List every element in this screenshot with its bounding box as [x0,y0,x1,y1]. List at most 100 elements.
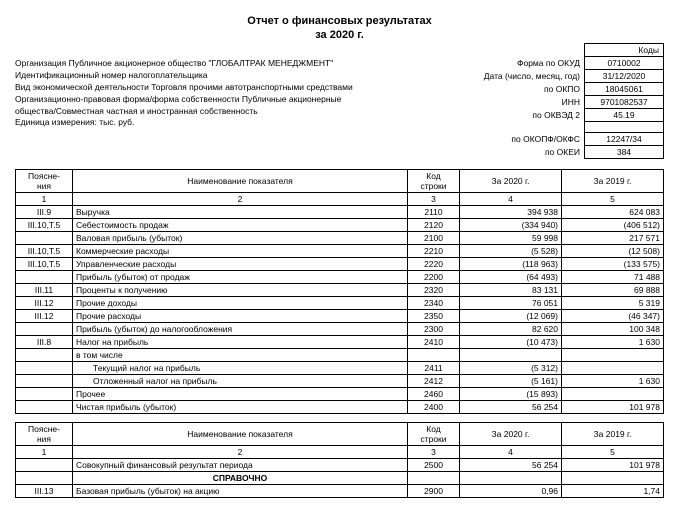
cell-2019: (406 512) [562,219,664,232]
cell-name: в том числе [73,349,408,362]
th-2020: За 2020 г. [460,170,562,193]
cell-2019: 101 978 [562,459,664,472]
table-row: III.8Налог на прибыль2410(10 473)1 630 [16,336,664,349]
cell-2020: (334 940) [460,219,562,232]
colnum-2: 2 [73,193,408,206]
th-expl: Поясне- ния [16,170,73,193]
okpo-label: по ОКПО [480,83,585,96]
cell-name: Прочее [73,388,408,401]
colnum2-3: 3 [408,446,460,459]
cell-name: Совокупный финансовый результат периода [73,459,408,472]
cell-2019: 624 083 [562,206,664,219]
colnum-1: 1 [16,193,73,206]
cell-expl: III.12 [16,297,73,310]
colnum2-1: 1 [16,446,73,459]
table-row: в том числе [16,349,664,362]
table-row: Текущий налог на прибыль2411(5 312) [16,362,664,375]
cell-2020 [460,349,562,362]
date-value: 31/12/2020 [585,70,664,83]
cell-code: 2411 [408,362,460,375]
cell-expl [16,375,73,388]
cell-2020: 56 254 [460,401,562,414]
cell-2019: 71 488 [562,271,664,284]
th2-expl: Поясне- ния [16,423,73,446]
form-line1: Организационно-правовая форма/форма собс… [15,94,480,106]
okud-value: 0710002 [585,57,664,70]
cell-name: Проценты к получению [73,284,408,297]
cell-2020: (5 312) [460,362,562,375]
cell-expl [16,401,73,414]
cell-2020: (64 493) [460,271,562,284]
codes-header: Коды [585,44,664,57]
cell-name: Управленческие расходы [73,258,408,271]
table-row: СПРАВОЧНО [16,472,664,485]
th-code: Код строки [408,170,460,193]
cell-expl [16,232,73,245]
inn-line: Идентификационный номер налогоплательщик… [15,70,480,82]
cell-name: Прибыль (убыток) до налогообложения [73,323,408,336]
header-section: Организация Публичное акционерное общест… [15,43,664,159]
colnum2-2: 2 [73,446,408,459]
colnum-3: 3 [408,193,460,206]
cell-2020: (10 473) [460,336,562,349]
table-row: III.10,T.5Себестоимость продаж2120(334 9… [16,219,664,232]
cell-2020 [460,472,562,485]
cell-2019: 217 571 [562,232,664,245]
cell-2019: 1,74 [562,485,664,498]
cell-name: Прочие расходы [73,310,408,323]
okved-value: 45.19 [585,109,664,122]
cell-expl: III.9 [16,206,73,219]
cell-name: Себестоимость продаж [73,219,408,232]
cell-name: Текущий налог на прибыль [73,362,408,375]
cell-name: Базовая прибыль (убыток) на акцию [73,485,408,498]
cell-expl [16,472,73,485]
th2-2019: За 2019 г. [562,423,664,446]
cell-code: 2200 [408,271,460,284]
cell-expl [16,459,73,472]
cell-code: 2460 [408,388,460,401]
cell-code [408,349,460,362]
cell-2020: (5 161) [460,375,562,388]
okopf-value: 12247/34 [585,133,664,146]
cell-name: Валовая прибыль (убыток) [73,232,408,245]
cell-code: 2500 [408,459,460,472]
cell-code: 2350 [408,310,460,323]
date-label: Дата (число, месяц, год) [480,70,585,83]
cell-name: СПРАВОЧНО [73,472,408,485]
report-title-2: за 2020 г. [15,29,664,41]
cell-name: Отложенный налог на прибыль [73,375,408,388]
cell-2019: 5 319 [562,297,664,310]
cell-2019: 1 630 [562,375,664,388]
cell-2019: 101 978 [562,401,664,414]
cell-expl [16,271,73,284]
cell-expl [16,323,73,336]
colnum-5: 5 [562,193,664,206]
cell-2019: 100 348 [562,323,664,336]
okei-label: по ОКЕИ [480,146,585,159]
main-table-1: Поясне- ния Наименование показателя Код … [15,169,664,414]
cell-code: 2110 [408,206,460,219]
inn-code-label: ИНН [480,96,585,109]
table-row: Чистая прибыль (убыток)240056 254101 978 [16,401,664,414]
cell-code: 2320 [408,284,460,297]
cell-2019: 1 630 [562,336,664,349]
cell-2020: 82 620 [460,323,562,336]
codes-block: Коды Форма по ОКУД0710002 Дата (число, м… [480,43,664,159]
table-row: III.10,T.5Коммерческие расходы2210(5 528… [16,245,664,258]
cell-expl: III.10,T.5 [16,258,73,271]
cell-2020: (15 893) [460,388,562,401]
colnum-4: 4 [460,193,562,206]
cell-code: 2120 [408,219,460,232]
cell-expl: III.10,T.5 [16,219,73,232]
okved-label: по ОКВЭД 2 [480,109,585,122]
cell-2019: (12 508) [562,245,664,258]
table-row: Совокупный финансовый результат периода2… [16,459,664,472]
th-name: Наименование показателя [73,170,408,193]
cell-2019 [562,388,664,401]
cell-code: 2412 [408,375,460,388]
table-row: III.12Прочие расходы2350(12 069)(46 347) [16,310,664,323]
cell-code: 2300 [408,323,460,336]
cell-expl: III.12 [16,310,73,323]
cell-expl: III.10,T.5 [16,245,73,258]
cell-code: 2210 [408,245,460,258]
